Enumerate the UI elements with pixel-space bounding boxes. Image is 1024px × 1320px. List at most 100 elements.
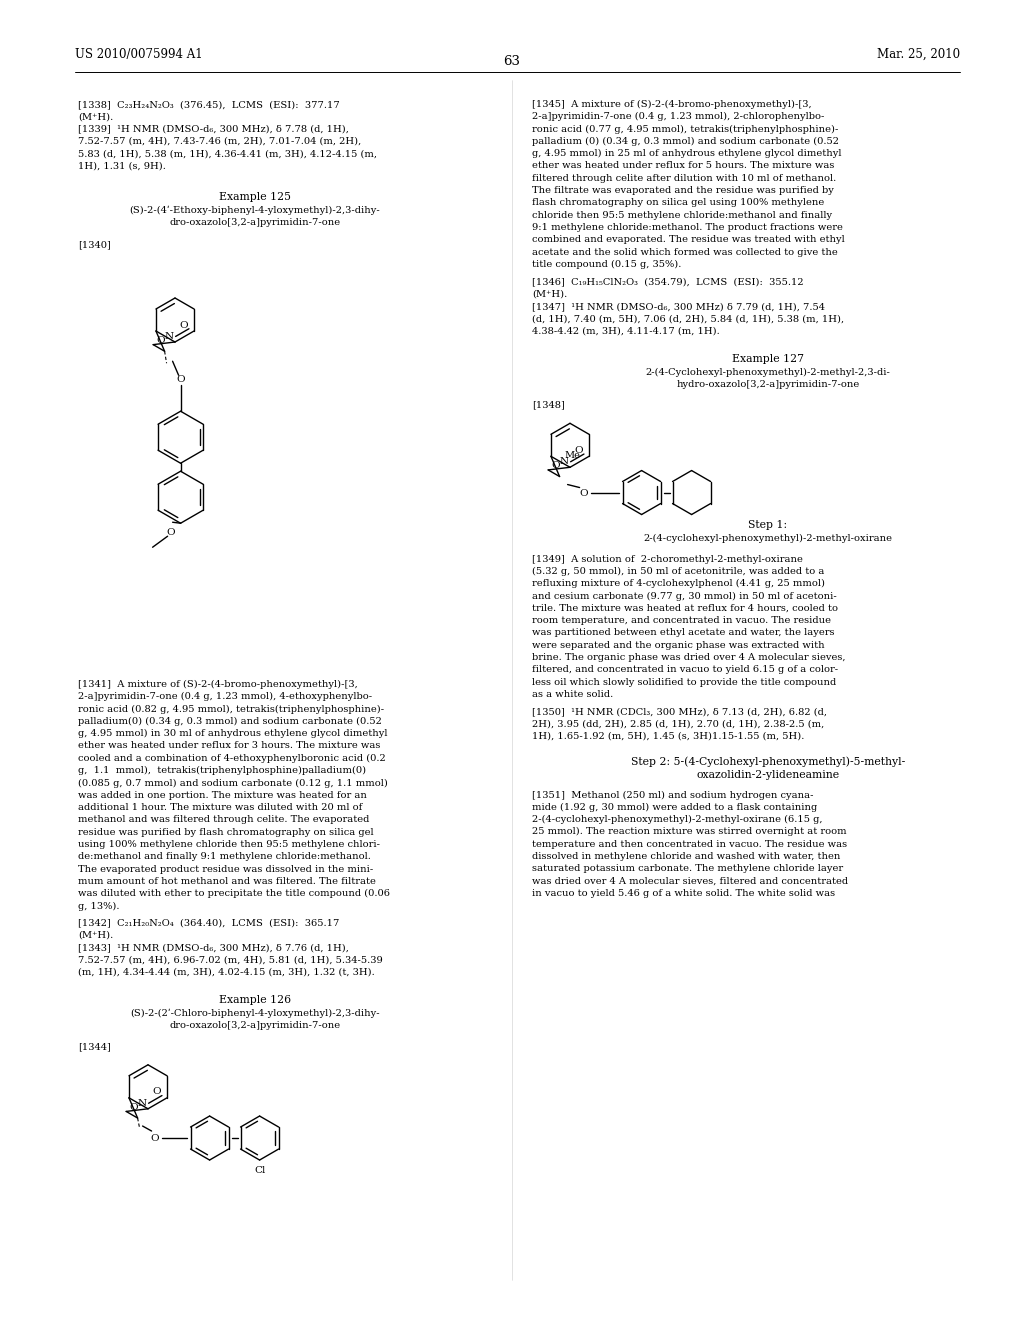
Text: flash chromatography on silica gel using 100% methylene: flash chromatography on silica gel using… — [532, 198, 824, 207]
Text: [1341]  A mixture of (S)-2-(4-bromo-phenoxymethyl)-[3,: [1341] A mixture of (S)-2-(4-bromo-pheno… — [78, 680, 357, 689]
Text: (0.085 g, 0.7 mmol) and sodium carbonate (0.12 g, 1.1 mmol): (0.085 g, 0.7 mmol) and sodium carbonate… — [78, 779, 388, 788]
Text: 9:1 methylene chloride:methanol. The product fractions were: 9:1 methylene chloride:methanol. The pro… — [532, 223, 843, 232]
Text: N: N — [165, 333, 174, 341]
Text: (S)-2-(4ʹ-Ethoxy-biphenyl-4-yloxymethyl)-2,3-dihy-: (S)-2-(4ʹ-Ethoxy-biphenyl-4-yloxymethyl)… — [130, 206, 380, 215]
Text: trile. The mixture was heated at reflux for 4 hours, cooled to: trile. The mixture was heated at reflux … — [532, 603, 838, 612]
Text: ronic acid (0.82 g, 4.95 mmol), tetrakis(triphenylphosphine)-: ronic acid (0.82 g, 4.95 mmol), tetrakis… — [78, 705, 384, 714]
Text: 4.38-4.42 (m, 3H), 4.11-4.17 (m, 1H).: 4.38-4.42 (m, 3H), 4.11-4.17 (m, 1H). — [532, 326, 720, 335]
Text: [1347]  ¹H NMR (DMSO-d₆, 300 MHz) δ 7.79 (d, 1H), 7.54: [1347] ¹H NMR (DMSO-d₆, 300 MHz) δ 7.79 … — [532, 302, 825, 310]
Text: g,  1.1  mmol),  tetrakis(triphenylphosphine)palladium(0): g, 1.1 mmol), tetrakis(triphenylphosphin… — [78, 766, 367, 775]
Text: (M⁺H).: (M⁺H). — [78, 931, 114, 940]
Text: g, 4.95 mmol) in 25 ml of anhydrous ethylene glycol dimethyl: g, 4.95 mmol) in 25 ml of anhydrous ethy… — [532, 149, 842, 158]
Text: 5.83 (d, 1H), 5.38 (m, 1H), 4.36-4.41 (m, 3H), 4.12-4.15 (m,: 5.83 (d, 1H), 5.38 (m, 1H), 4.36-4.41 (m… — [78, 149, 377, 158]
Text: Example 125: Example 125 — [219, 191, 291, 202]
Text: (m, 1H), 4.34-4.44 (m, 3H), 4.02-4.15 (m, 3H), 1.32 (t, 3H).: (m, 1H), 4.34-4.44 (m, 3H), 4.02-4.15 (m… — [78, 968, 375, 977]
Text: as a white solid.: as a white solid. — [532, 690, 613, 698]
Text: [1339]  ¹H NMR (DMSO-d₆, 300 MHz), δ 7.78 (d, 1H),: [1339] ¹H NMR (DMSO-d₆, 300 MHz), δ 7.78… — [78, 124, 349, 133]
Text: O: O — [180, 321, 188, 330]
Text: using 100% methylene chloride then 95:5 methylene chlori-: using 100% methylene chloride then 95:5 … — [78, 840, 380, 849]
Text: combined and evaporated. The residue was treated with ethyl: combined and evaporated. The residue was… — [532, 235, 845, 244]
Text: palladium (0) (0.34 g, 0.3 mmol) and sodium carbonate (0.52: palladium (0) (0.34 g, 0.3 mmol) and sod… — [532, 137, 839, 147]
Text: Step 1:: Step 1: — [749, 520, 787, 531]
Text: oxazolidin-2-ylideneamine: oxazolidin-2-ylideneamine — [696, 770, 840, 780]
Text: Cl: Cl — [254, 1166, 265, 1175]
Text: chloride then 95:5 methylene chloride:methanol and finally: chloride then 95:5 methylene chloride:me… — [532, 211, 833, 219]
Text: in vacuo to yield 5.46 g of a white solid. The white solid was: in vacuo to yield 5.46 g of a white soli… — [532, 888, 836, 898]
Text: g, 4.95 mmol) in 30 ml of anhydrous ethylene glycol dimethyl: g, 4.95 mmol) in 30 ml of anhydrous ethy… — [78, 729, 387, 738]
Text: N: N — [560, 457, 569, 466]
Text: brine. The organic phase was dried over 4 A molecular sieves,: brine. The organic phase was dried over … — [532, 653, 846, 663]
Text: room temperature, and concentrated in vacuo. The residue: room temperature, and concentrated in va… — [532, 616, 831, 626]
Text: ether was heated under reflux for 3 hours. The mixture was: ether was heated under reflux for 3 hour… — [78, 742, 380, 751]
Text: was diluted with ether to precipitate the title compound (0.06: was diluted with ether to precipitate th… — [78, 890, 390, 898]
Text: filtered through celite after dilution with 10 ml of methanol.: filtered through celite after dilution w… — [532, 174, 837, 182]
Text: [1345]  A mixture of (S)-2-(4-bromo-phenoxymethyl)-[3,: [1345] A mixture of (S)-2-(4-bromo-pheno… — [532, 100, 812, 110]
Text: 1H), 1.65-1.92 (m, 5H), 1.45 (s, 3H)1.15-1.55 (m, 5H).: 1H), 1.65-1.92 (m, 5H), 1.45 (s, 3H)1.15… — [532, 731, 805, 741]
Text: Step 2: 5-(4-Cyclohexyl-phenoxymethyl)-5-methyl-: Step 2: 5-(4-Cyclohexyl-phenoxymethyl)-5… — [631, 756, 905, 767]
Text: [1342]  C₂₁H₂₀N₂O₄  (364.40),  LCMS  (ESI):  365.17: [1342] C₂₁H₂₀N₂O₄ (364.40), LCMS (ESI): … — [78, 919, 339, 928]
Text: O: O — [166, 528, 175, 537]
Text: N: N — [138, 1098, 147, 1107]
Text: O: O — [176, 375, 185, 384]
Text: O: O — [580, 488, 588, 498]
Text: was dried over 4 A molecular sieves, filtered and concentrated: was dried over 4 A molecular sieves, fil… — [532, 876, 848, 886]
Text: mide (1.92 g, 30 mmol) were added to a flask containing: mide (1.92 g, 30 mmol) were added to a f… — [532, 803, 817, 812]
Text: 1H), 1.31 (s, 9H).: 1H), 1.31 (s, 9H). — [78, 161, 166, 170]
Text: [1351]  Methanol (250 ml) and sodium hydrogen cyana-: [1351] Methanol (250 ml) and sodium hydr… — [532, 791, 813, 800]
Text: temperature and then concentrated in vacuo. The residue was: temperature and then concentrated in vac… — [532, 840, 847, 849]
Text: 2-a]pyrimidin-7-one (0.4 g, 1.23 mmol), 4-ethoxyphenylbo-: 2-a]pyrimidin-7-one (0.4 g, 1.23 mmol), … — [78, 692, 372, 701]
Text: (5.32 g, 50 mmol), in 50 ml of acetonitrile, was added to a: (5.32 g, 50 mmol), in 50 ml of acetonitr… — [532, 566, 824, 576]
Text: 7.52-7.57 (m, 4H), 6.96-7.02 (m, 4H), 5.81 (d, 1H), 5.34-5.39: 7.52-7.57 (m, 4H), 6.96-7.02 (m, 4H), 5.… — [78, 956, 383, 965]
Text: (S)-2-(2ʹ-Chloro-biphenyl-4-yloxymethyl)-2,3-dihy-: (S)-2-(2ʹ-Chloro-biphenyl-4-yloxymethyl)… — [130, 1010, 380, 1019]
Text: (d, 1H), 7.40 (m, 5H), 7.06 (d, 2H), 5.84 (d, 1H), 5.38 (m, 1H),: (d, 1H), 7.40 (m, 5H), 7.06 (d, 2H), 5.8… — [532, 314, 844, 323]
Text: [1343]  ¹H NMR (DMSO-d₆, 300 MHz), δ 7.76 (d, 1H),: [1343] ¹H NMR (DMSO-d₆, 300 MHz), δ 7.76… — [78, 944, 349, 952]
Text: 2-(4-cyclohexyl-phenoxymethyl)-2-methyl-oxirane (6.15 g,: 2-(4-cyclohexyl-phenoxymethyl)-2-methyl-… — [532, 814, 822, 824]
Text: [1350]  ¹H NMR (CDCl₃, 300 MHz), δ 7.13 (d, 2H), 6.82 (d,: [1350] ¹H NMR (CDCl₃, 300 MHz), δ 7.13 (… — [532, 708, 827, 717]
Text: [1349]  A solution of  2-choromethyl-2-methyl-oxirane: [1349] A solution of 2-choromethyl-2-met… — [532, 554, 803, 564]
Text: methanol and was filtered through celite. The evaporated: methanol and was filtered through celite… — [78, 816, 370, 824]
Text: less oil which slowly solidified to provide the title compound: less oil which slowly solidified to prov… — [532, 677, 837, 686]
Text: [1340]: [1340] — [78, 240, 111, 249]
Text: (M⁺H).: (M⁺H). — [532, 289, 567, 298]
Text: Example 127: Example 127 — [732, 354, 804, 364]
Text: O: O — [157, 337, 166, 345]
Text: was partitioned between ethyl acetate and water, the layers: was partitioned between ethyl acetate an… — [532, 628, 835, 638]
Text: hydro-oxazolo[3,2-a]pyrimidin-7-one: hydro-oxazolo[3,2-a]pyrimidin-7-one — [677, 380, 859, 389]
Text: acetate and the solid which formed was collected to give the: acetate and the solid which formed was c… — [532, 248, 838, 256]
Text: saturated potassium carbonate. The methylene chloride layer: saturated potassium carbonate. The methy… — [532, 865, 843, 874]
Text: 2-a]pyrimidin-7-one (0.4 g, 1.23 mmol), 2-chlorophenylbo-: 2-a]pyrimidin-7-one (0.4 g, 1.23 mmol), … — [532, 112, 824, 121]
Text: ether was heated under reflux for 5 hours. The mixture was: ether was heated under reflux for 5 hour… — [532, 161, 835, 170]
Text: were separated and the organic phase was extracted with: were separated and the organic phase was… — [532, 640, 824, 649]
Text: cooled and a combination of 4-ethoxyphenylboronic acid (0.2: cooled and a combination of 4-ethoxyphen… — [78, 754, 386, 763]
Text: palladium(0) (0.34 g, 0.3 mmol) and sodium carbonate (0.52: palladium(0) (0.34 g, 0.3 mmol) and sodi… — [78, 717, 382, 726]
Text: 63: 63 — [504, 55, 520, 69]
Text: title compound (0.15 g, 35%).: title compound (0.15 g, 35%). — [532, 260, 681, 269]
Text: 2-(4-Cyclohexyl-phenoxymethyl)-2-methyl-2,3-di-: 2-(4-Cyclohexyl-phenoxymethyl)-2-methyl-… — [645, 368, 891, 376]
Text: (M⁺H).: (M⁺H). — [78, 112, 114, 121]
Text: was added in one portion. The mixture was heated for an: was added in one portion. The mixture wa… — [78, 791, 367, 800]
Text: O: O — [552, 462, 560, 470]
Text: 2H), 3.95 (dd, 2H), 2.85 (d, 1H), 2.70 (d, 1H), 2.38-2.5 (m,: 2H), 3.95 (dd, 2H), 2.85 (d, 1H), 2.70 (… — [532, 719, 824, 729]
Text: The filtrate was evaporated and the residue was purified by: The filtrate was evaporated and the resi… — [532, 186, 834, 195]
Text: O: O — [153, 1088, 162, 1097]
Text: [1338]  C₂₃H₂₄N₂O₃  (376.45),  LCMS  (ESI):  377.17: [1338] C₂₃H₂₄N₂O₃ (376.45), LCMS (ESI): … — [78, 100, 340, 110]
Text: 7.52-7.57 (m, 4H), 7.43-7.46 (m, 2H), 7.01-7.04 (m, 2H),: 7.52-7.57 (m, 4H), 7.43-7.46 (m, 2H), 7.… — [78, 137, 361, 147]
Text: residue was purified by flash chromatography on silica gel: residue was purified by flash chromatogr… — [78, 828, 374, 837]
Text: and cesium carbonate (9.77 g, 30 mmol) in 50 ml of acetoni-: and cesium carbonate (9.77 g, 30 mmol) i… — [532, 591, 837, 601]
Text: 2-(4-cyclohexyl-phenoxymethyl)-2-methyl-oxirane: 2-(4-cyclohexyl-phenoxymethyl)-2-methyl-… — [643, 535, 893, 544]
Text: The evaporated product residue was dissolved in the mini-: The evaporated product residue was disso… — [78, 865, 374, 874]
Text: [1346]  C₁₉H₁₅ClN₂O₃  (354.79),  LCMS  (ESI):  355.12: [1346] C₁₉H₁₅ClN₂O₃ (354.79), LCMS (ESI)… — [532, 277, 804, 286]
Text: refluxing mixture of 4-cyclohexylphenol (4.41 g, 25 mmol): refluxing mixture of 4-cyclohexylphenol … — [532, 579, 825, 589]
Text: O: O — [574, 446, 584, 455]
Text: filtered, and concentrated in vacuo to yield 6.15 g of a color-: filtered, and concentrated in vacuo to y… — [532, 665, 838, 675]
Text: [1348]: [1348] — [532, 400, 565, 409]
Text: Me: Me — [564, 451, 580, 461]
Text: US 2010/0075994 A1: US 2010/0075994 A1 — [75, 48, 203, 61]
Text: g, 13%).: g, 13%). — [78, 902, 120, 911]
Text: Example 126: Example 126 — [219, 995, 291, 1006]
Text: O: O — [130, 1104, 138, 1111]
Text: additional 1 hour. The mixture was diluted with 20 ml of: additional 1 hour. The mixture was dilut… — [78, 803, 362, 812]
Text: Mar. 25, 2010: Mar. 25, 2010 — [877, 48, 961, 61]
Text: [1344]: [1344] — [78, 1041, 111, 1051]
Text: dro-oxazolo[3,2-a]pyrimidin-7-one: dro-oxazolo[3,2-a]pyrimidin-7-one — [169, 1022, 341, 1031]
